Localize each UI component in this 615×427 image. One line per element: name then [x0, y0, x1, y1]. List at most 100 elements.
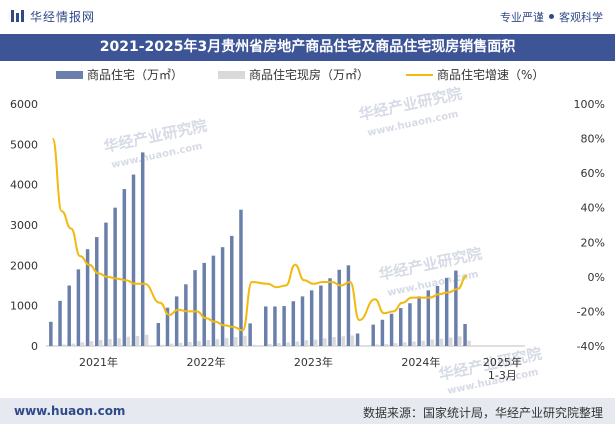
legend-swatch-existing — [218, 70, 245, 79]
slogan: 专业严谨 客观科学 — [500, 9, 603, 25]
bar-residential — [202, 262, 206, 346]
bar-existing — [71, 343, 75, 346]
bar-residential — [408, 303, 412, 346]
line-growth-segment — [51, 137, 161, 304]
y-left-tick-label: 2000 — [10, 259, 38, 272]
chart-title: 2021-2025年3月贵州省房地产商品住宅及商品住宅现房销售面积 — [99, 39, 516, 55]
bar-residential — [193, 270, 197, 346]
bar-existing — [384, 343, 389, 346]
bar-existing — [53, 345, 57, 346]
footer-url[interactable]: www.huaon.com — [14, 404, 126, 418]
bar-existing — [215, 339, 220, 346]
bar-existing — [448, 337, 453, 346]
bar-residential — [211, 255, 216, 346]
bar-existing — [117, 338, 121, 346]
bars-group — [49, 152, 471, 346]
bar-residential — [122, 189, 127, 346]
top-bar: 华经情报网 专业严谨 客观科学 — [0, 0, 615, 30]
bar-residential — [220, 247, 225, 346]
bar-existing — [421, 340, 425, 346]
bar-existing — [80, 342, 85, 346]
bar-existing — [439, 338, 444, 346]
bar-residential — [85, 249, 90, 346]
bar-residential — [291, 301, 296, 346]
bar-residential — [454, 270, 458, 346]
bar-existing — [313, 339, 318, 346]
x-tick-label: 2024年 — [401, 355, 440, 369]
bar-residential — [230, 235, 234, 346]
bar-residential — [273, 306, 277, 346]
bar-existing — [126, 336, 131, 346]
bar-existing — [144, 334, 149, 346]
bar-residential — [371, 324, 375, 346]
bar-residential — [417, 296, 421, 346]
bar-residential — [264, 306, 268, 346]
bar-existing — [458, 336, 462, 346]
footer-source: 数据来源：国家统计局，华经产业研究院整理 — [362, 406, 603, 420]
brand[interactable]: 华经情报网 — [10, 7, 95, 25]
footer: www.huaon.com 数据来源：国家统计局，华经产业研究院整理 — [0, 398, 615, 424]
bar-residential — [58, 300, 62, 346]
x-tick-label: 2021年 — [79, 355, 118, 369]
bar-residential — [435, 285, 440, 346]
bar-residential — [113, 207, 117, 346]
bar-residential — [248, 323, 252, 346]
bar-existing — [234, 337, 238, 346]
bar-residential — [309, 290, 314, 346]
bar-existing — [178, 342, 183, 346]
slogan-left: 专业严谨 — [500, 11, 544, 24]
y-right-tick-label: 20% — [581, 236, 605, 249]
bar-residential — [399, 308, 403, 346]
legend-swatch-residential — [56, 70, 83, 79]
bar-residential — [389, 313, 394, 346]
bar-residential — [337, 269, 341, 346]
y-left-tick-label: 1000 — [10, 300, 38, 313]
bar-residential — [300, 296, 305, 346]
y-left-tick-label: 6000 — [10, 98, 38, 111]
legend-item-residential[interactable]: 商品住宅（万㎡） — [56, 66, 183, 83]
bar-existing — [224, 337, 229, 346]
legend-item-growth[interactable]: 商品住宅增速（%） — [406, 66, 544, 83]
bar-residential — [346, 265, 351, 346]
legend-label-existing: 商品住宅现房（万㎡） — [249, 68, 370, 82]
bar-existing — [89, 341, 94, 346]
bar-residential — [174, 296, 179, 346]
existing-data-label: 129.21 — [464, 0, 503, 3]
bar-residential — [319, 285, 323, 346]
x-tick-label: 1-3月 — [488, 369, 517, 382]
line-growth-segment — [267, 263, 376, 322]
legend-label-residential: 商品住宅（万㎡） — [87, 68, 184, 82]
x-tick-label: 2025年 — [483, 355, 522, 369]
bar-existing — [323, 338, 327, 346]
bar-existing — [375, 344, 379, 346]
y-right-tick-label: 100% — [574, 98, 605, 111]
bar-residential — [463, 324, 467, 346]
title-bar: 2021-2025年3月贵州省房地产商品住宅及商品住宅现房销售面积 — [0, 34, 615, 61]
bar-existing — [295, 341, 300, 346]
bar-existing — [99, 339, 103, 346]
bar-existing — [304, 340, 309, 346]
line-group — [51, 137, 468, 332]
line-growth-segment — [159, 280, 268, 332]
bar-residential — [156, 323, 161, 346]
legend-item-existing[interactable]: 商品住宅现房（万㎡） — [218, 66, 369, 83]
legend-label-growth: 商品住宅增速（%） — [437, 68, 545, 82]
y-left-tick-label: 5000 — [10, 138, 38, 151]
y-left-tick-label: 4000 — [10, 179, 38, 192]
legend-swatch-growth — [406, 73, 433, 76]
bar-existing — [268, 343, 272, 346]
bar-residential — [426, 290, 431, 346]
bar-existing — [467, 340, 471, 346]
bar-residential — [76, 269, 81, 346]
bar-existing — [62, 344, 66, 346]
residential-data-label: 545.16 — [460, 0, 499, 3]
bar-existing — [277, 343, 281, 346]
bar-residential — [444, 277, 449, 346]
brand-name: 华经情报网 — [30, 9, 96, 24]
chart-canvas: 华经产业研究院 www.huaon.com 华经产业研究院 www.huaon.… — [10, 0, 605, 397]
bar-residential — [380, 319, 385, 346]
y-right-tick-label: -20% — [577, 305, 605, 318]
bar-existing — [350, 335, 355, 346]
bar-existing — [206, 339, 210, 346]
